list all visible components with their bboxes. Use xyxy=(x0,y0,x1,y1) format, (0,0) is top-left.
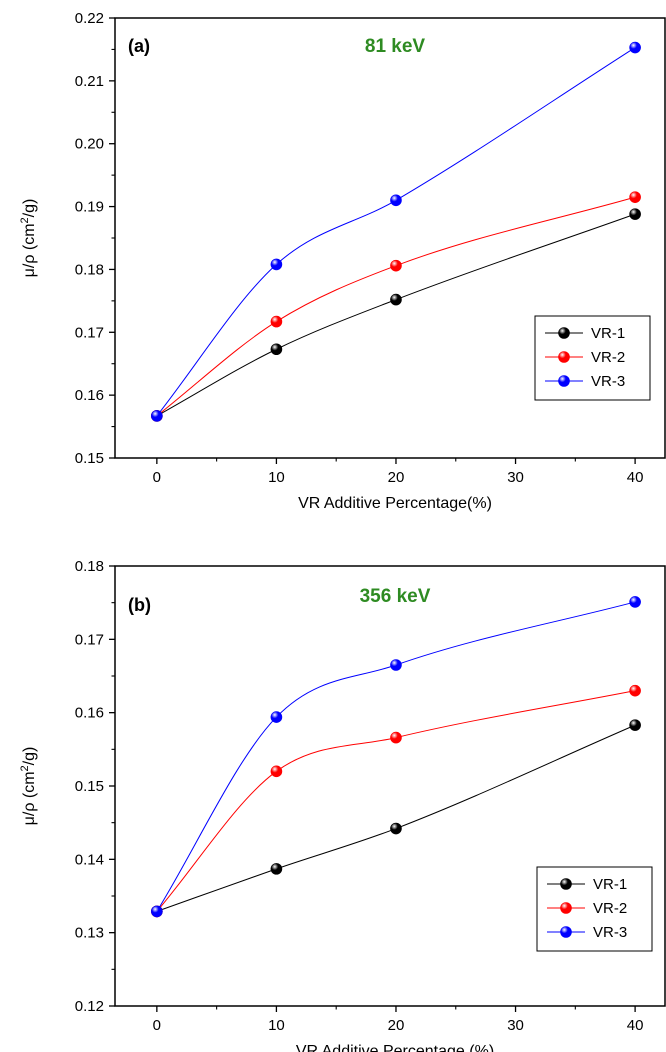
data-point-vr-1 xyxy=(390,293,402,306)
legend-label: VR-2 xyxy=(593,900,627,917)
y-axis-title-sup: 2 xyxy=(19,765,31,771)
y-tick-label: 0.18 xyxy=(75,558,104,575)
x-axis-title: VR Additive Percentage(%) xyxy=(298,495,492,512)
x-tick-label: 30 xyxy=(507,1017,524,1034)
data-point-vr-2 xyxy=(629,684,641,697)
x-tick-label: 0 xyxy=(153,1017,161,1034)
x-tick-label: 40 xyxy=(627,469,644,486)
energy-annotation: 356 keV xyxy=(360,586,431,607)
data-point-vr-2 xyxy=(390,731,402,744)
data-point-vr-1 xyxy=(270,343,283,356)
y-axis-title-main: μ/ρ (cm xyxy=(21,771,38,825)
x-tick-label: 10 xyxy=(268,1017,285,1034)
y-tick-label: 0.19 xyxy=(75,199,104,216)
legend-marker xyxy=(558,375,570,387)
data-point-vr-3 xyxy=(390,194,402,207)
y-tick-label: 0.20 xyxy=(75,136,104,153)
x-tick-label: 10 xyxy=(268,469,285,486)
legend-label: VR-3 xyxy=(593,924,627,941)
legend-label: VR-3 xyxy=(591,373,625,390)
x-tick-label: 20 xyxy=(388,469,405,486)
y-tick-label: 0.17 xyxy=(75,324,104,341)
series-line-vr-1 xyxy=(156,724,636,912)
energy-annotation: 81 keV xyxy=(365,36,426,57)
legend-marker xyxy=(558,351,570,363)
y-axis-title: μ/ρ (cm2/g) xyxy=(19,747,38,826)
data-point-vr-3 xyxy=(390,659,402,671)
data-point-vr-3 xyxy=(270,258,283,271)
y-tick-label: 0.16 xyxy=(75,387,104,404)
legend-box xyxy=(534,315,651,401)
y-tick-label: 0.18 xyxy=(75,261,104,278)
y-tick-label: 0.14 xyxy=(75,851,104,868)
y-tick-label: 0.12 xyxy=(75,998,104,1015)
data-point-vr-3 xyxy=(151,905,163,918)
x-axis-title: VR Additive Percentage (%) xyxy=(296,1043,494,1052)
data-point-vr-3 xyxy=(629,41,641,54)
series-line-vr-2 xyxy=(156,690,636,912)
panel-label: (b) xyxy=(128,595,151,615)
legend-marker xyxy=(560,878,572,890)
legend-label: VR-1 xyxy=(591,325,625,342)
y-tick-label: 0.15 xyxy=(75,450,104,467)
y-axis-title-end: /g) xyxy=(21,747,38,766)
legend-marker xyxy=(560,902,572,914)
legend-label: VR-2 xyxy=(591,349,625,366)
data-point-vr-1 xyxy=(629,208,641,220)
data-point-vr-1 xyxy=(270,863,283,875)
chart-panel-a: 0.15 0.16 0.17 0.18 0.19 0.20 0.21 0.22 0 10 20 30 4… xyxy=(19,10,666,512)
series-line-vr-3 xyxy=(156,47,636,417)
y-tick-label: 0.17 xyxy=(75,631,104,648)
panel-label: (a) xyxy=(128,36,150,56)
chart-panel-b: 0.12 0.13 0.14 0.15 0.16 0.17 0.18 0 10 20 30 40 VR … xyxy=(19,558,666,1052)
legend-label: VR-1 xyxy=(593,876,627,893)
x-tick-label: 40 xyxy=(627,1017,644,1034)
y-tick-label: 0.22 xyxy=(75,10,104,27)
y-axis-title-end: /g) xyxy=(21,199,38,218)
y-tick-label: 0.13 xyxy=(75,925,104,942)
y-tick-label: 0.21 xyxy=(75,73,104,90)
legend-marker xyxy=(558,327,570,339)
data-point-vr-3 xyxy=(151,410,163,422)
data-point-vr-1 xyxy=(390,822,402,835)
y-tick-label: 0.15 xyxy=(75,778,104,795)
y-tick-label: 0.16 xyxy=(75,705,104,722)
data-point-vr-3 xyxy=(270,711,283,723)
y-axis-title: μ/ρ (cm2/g) xyxy=(19,199,38,278)
data-point-vr-2 xyxy=(629,191,641,203)
legend: VR-1 VR-2 VR-3 xyxy=(534,315,651,401)
series-line-vr-1 xyxy=(156,213,636,417)
data-point-vr-2 xyxy=(270,315,283,328)
legend-marker xyxy=(560,926,572,938)
x-tick-label: 0 xyxy=(153,469,161,486)
series-line-vr-2 xyxy=(156,196,636,417)
data-point-vr-2 xyxy=(390,259,402,272)
data-point-vr-3 xyxy=(629,596,641,608)
series-line-vr-3 xyxy=(156,601,636,912)
x-tick-label: 20 xyxy=(388,1017,405,1034)
data-point-vr-1 xyxy=(629,719,641,731)
data-point-vr-2 xyxy=(270,765,283,778)
legend-box xyxy=(536,866,653,952)
legend: VR-1 VR-2 VR-3 xyxy=(536,866,653,952)
y-axis-title-main: μ/ρ (cm xyxy=(21,223,38,277)
y-axis-title-sup: 2 xyxy=(19,217,31,223)
x-tick-label: 30 xyxy=(507,469,524,486)
